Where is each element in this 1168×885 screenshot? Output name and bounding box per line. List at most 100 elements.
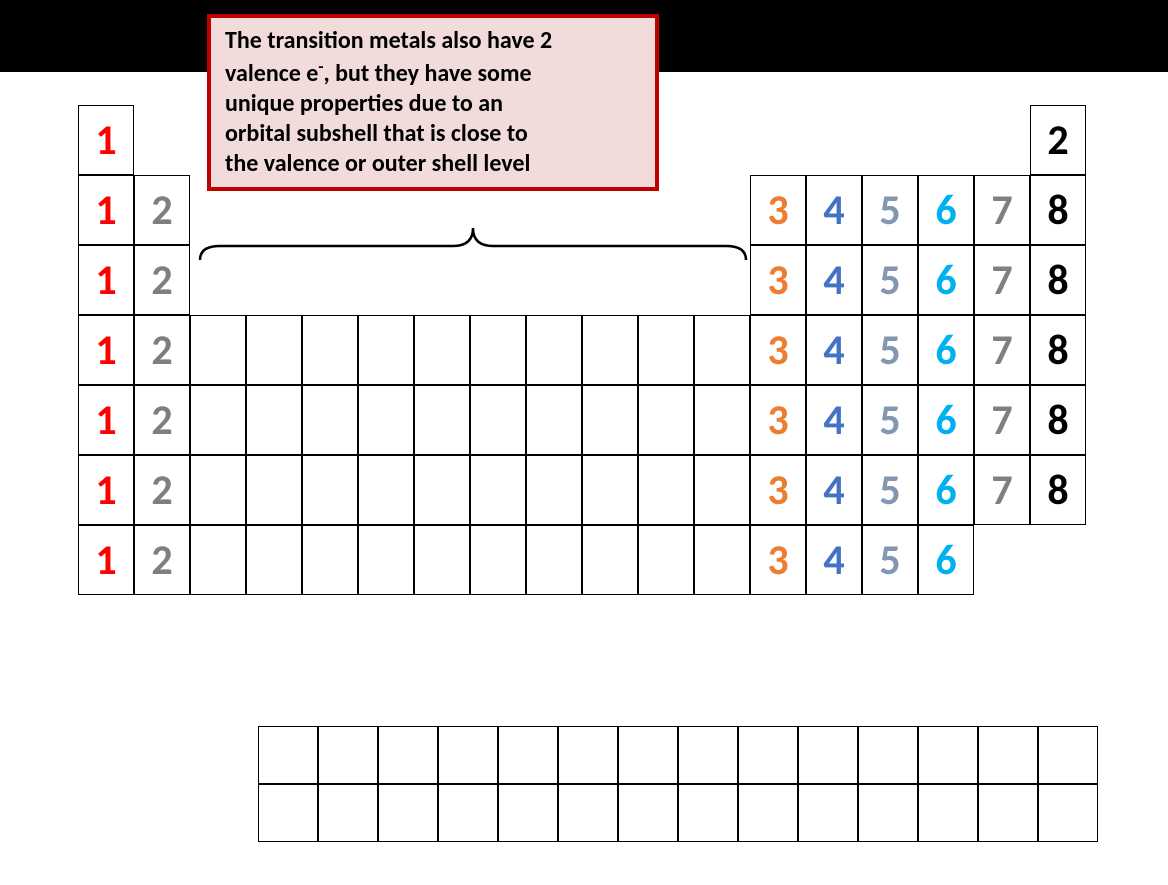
valence-number-2: 2	[1047, 115, 1068, 166]
f-block-cell	[258, 784, 318, 842]
valence-number-2: 2	[151, 535, 172, 586]
pt-cell-group-2: 2	[134, 525, 190, 595]
valence-number-5: 5	[879, 325, 900, 376]
pt-transition-cell	[526, 385, 582, 455]
pt-transition-cell	[470, 525, 526, 595]
valence-number-3: 3	[767, 185, 788, 236]
pt-cell-group-4: 4	[806, 175, 862, 245]
pt-cell-group-4: 4	[806, 315, 862, 385]
valence-number-2: 2	[151, 395, 172, 446]
valence-number-3: 3	[767, 395, 788, 446]
pt-transition-cell	[638, 315, 694, 385]
pt-transition-cell	[638, 385, 694, 455]
pt-empty	[134, 105, 190, 175]
pt-cell-group-2: 2	[134, 245, 190, 315]
f-block-outline	[258, 726, 1098, 842]
pt-cell-group-4: 4	[806, 525, 862, 595]
pt-transition-cell	[526, 525, 582, 595]
valence-number-6: 6	[935, 255, 956, 306]
pt-transition-cell	[414, 455, 470, 525]
pt-transition-cell	[414, 385, 470, 455]
valence-number-8: 8	[1047, 395, 1068, 446]
f-block-cell	[558, 784, 618, 842]
f-block-cell	[738, 784, 798, 842]
pt-transition-cell	[190, 385, 246, 455]
f-block-cell	[858, 784, 918, 842]
valence-number-1: 1	[95, 255, 116, 306]
f-block-cell	[1038, 784, 1098, 842]
valence-number-7: 7	[991, 255, 1012, 306]
f-block-cell	[798, 726, 858, 784]
pt-transition-cell	[302, 385, 358, 455]
valence-number-2: 2	[151, 185, 172, 236]
pt-cell-group-8: 8	[1030, 315, 1086, 385]
pt-transition-cell	[190, 525, 246, 595]
f-block-cell	[258, 726, 318, 784]
valence-number-1: 1	[95, 535, 116, 586]
f-block-cell	[498, 726, 558, 784]
pt-cell-group-2: 2	[134, 455, 190, 525]
periodic-table-outline: 1212345678123456781234567812345678123456…	[78, 105, 1086, 595]
pt-transition-cell	[582, 525, 638, 595]
pt-cell-group-8: 8	[1030, 385, 1086, 455]
pt-cell-group-1: 1	[78, 175, 134, 245]
valence-number-4: 4	[823, 395, 844, 446]
f-block-cell	[918, 726, 978, 784]
pt-transition-cell	[358, 315, 414, 385]
pt-cell-group-5: 5	[862, 525, 918, 595]
valence-number-8: 8	[1047, 255, 1068, 306]
valence-number-5: 5	[879, 255, 900, 306]
valence-number-2: 2	[151, 465, 172, 516]
pt-transition-cell	[246, 525, 302, 595]
f-block-cell	[618, 784, 678, 842]
pt-cell-group-6: 6	[918, 455, 974, 525]
f-block-cell	[978, 726, 1038, 784]
valence-number-5: 5	[879, 465, 900, 516]
f-block-row-1	[258, 726, 1098, 784]
pt-cell-group-7: 7	[974, 385, 1030, 455]
callout-line2: valence e-, but they have some	[225, 56, 641, 89]
valence-number-5: 5	[879, 395, 900, 446]
pt-empty	[862, 105, 918, 175]
pt-transition-cell	[694, 385, 750, 455]
f-block-cell	[738, 726, 798, 784]
pt-transition-cell	[470, 315, 526, 385]
f-block-cell	[798, 784, 858, 842]
valence-number-5: 5	[879, 185, 900, 236]
f-block-cell	[378, 784, 438, 842]
pt-cell-group-5: 5	[862, 245, 918, 315]
pt-cell-group-7: 7	[974, 245, 1030, 315]
pt-row-2: 12345678	[78, 175, 1086, 245]
pt-transition-cell	[694, 525, 750, 595]
valence-number-4: 4	[823, 325, 844, 376]
pt-transition-cell	[694, 455, 750, 525]
valence-number-7: 7	[991, 395, 1012, 446]
pt-row-4: 12345678	[78, 315, 1086, 385]
pt-cell-group-5: 5	[862, 455, 918, 525]
valence-number-1: 1	[95, 395, 116, 446]
valence-number-4: 4	[823, 465, 844, 516]
pt-transition-cell	[526, 455, 582, 525]
pt-cell-group-6: 6	[918, 245, 974, 315]
pt-cell-group-1: 1	[78, 315, 134, 385]
f-block-cell	[438, 726, 498, 784]
pt-cell-group-8: 8	[1030, 245, 1086, 315]
valence-number-6: 6	[935, 395, 956, 446]
pt-empty	[750, 105, 806, 175]
pt-cell-group-6: 6	[918, 315, 974, 385]
pt-transition-cell	[246, 385, 302, 455]
pt-cell-group-1: 1	[78, 245, 134, 315]
pt-cell-group-6: 6	[918, 175, 974, 245]
valence-number-2: 2	[151, 255, 172, 306]
pt-gap	[190, 175, 750, 245]
pt-row-6: 12345678	[78, 455, 1086, 525]
pt-cell-group-4: 4	[806, 385, 862, 455]
pt-cell-group-1: 1	[78, 525, 134, 595]
valence-number-4: 4	[823, 255, 844, 306]
pt-cell-group-2: 2	[1030, 105, 1086, 175]
f-block-cell	[378, 726, 438, 784]
valence-number-5: 5	[879, 535, 900, 586]
valence-number-6: 6	[935, 185, 956, 236]
valence-number-7: 7	[991, 465, 1012, 516]
valence-number-3: 3	[767, 325, 788, 376]
